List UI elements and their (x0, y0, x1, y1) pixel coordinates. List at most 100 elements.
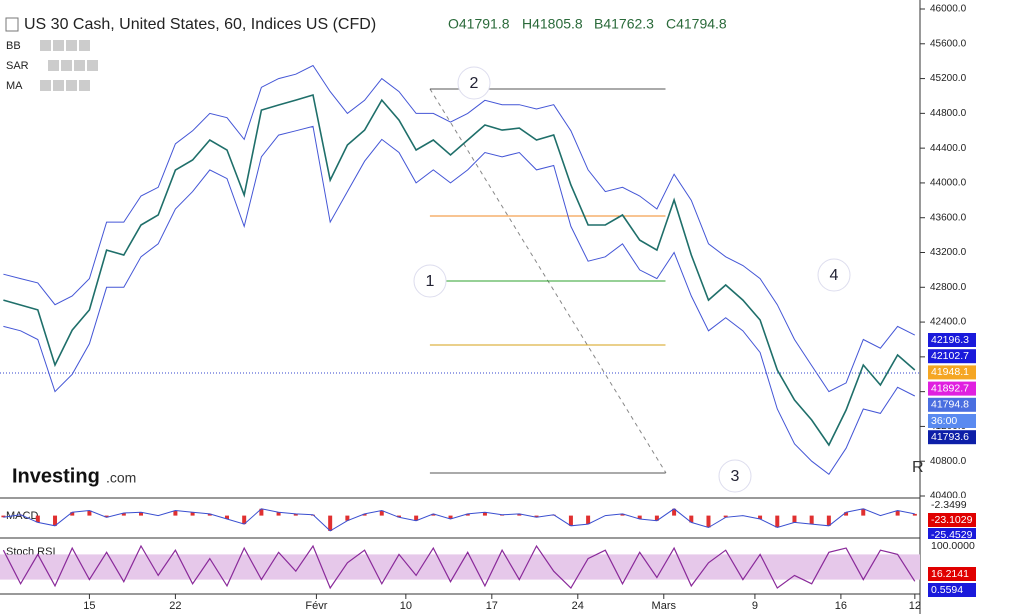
y-tick-label: 43200.0 (930, 247, 967, 258)
macd-bar (672, 508, 677, 516)
y-tick-label: 44400.0 (930, 143, 967, 154)
indicator-icon[interactable] (40, 40, 51, 51)
macd-bar (104, 515, 109, 518)
macd-bar (139, 512, 144, 516)
stoch-badge-label: 100.0000 (931, 540, 975, 552)
macd-bar (53, 515, 58, 526)
wave-label: 2 (470, 75, 479, 92)
wave-circle (718, 459, 752, 493)
indicator-icon[interactable] (79, 40, 90, 51)
stoch-badge (928, 583, 976, 597)
macd-bar (259, 508, 264, 516)
indicator-icon[interactable] (48, 60, 59, 71)
watermark-suffix: .com (106, 470, 136, 486)
indicator[interactable]: SAR (6, 60, 29, 72)
y-tick-label: 40800.0 (930, 456, 967, 467)
macd-bar (758, 515, 763, 519)
x-tick-label: 24 (572, 600, 584, 612)
price-badge-label: 41793.6 (931, 431, 969, 443)
macd-bar (586, 515, 591, 525)
macd-bar (895, 510, 900, 516)
ohlc-high: H41805.8 (522, 16, 583, 32)
indicator[interactable]: BB (6, 40, 21, 52)
macd-bar (379, 510, 384, 516)
macd-badge-label: -23.1029 (931, 514, 973, 526)
macd-bar (87, 510, 92, 516)
indicator-icon[interactable] (40, 80, 51, 91)
y-tick-label: 44000.0 (930, 178, 967, 189)
indicator-icon[interactable] (53, 80, 64, 91)
price-badge-label: 41794.8 (931, 399, 969, 411)
macd-bar (465, 513, 470, 516)
x-tick-label: Mars (652, 600, 677, 612)
macd-bar (362, 513, 367, 516)
ohlc-bid: B41762.3 (594, 16, 654, 32)
macd-bar (121, 513, 126, 516)
y-tick-label: 40400.0 (930, 491, 967, 502)
y-tick-label: 42800.0 (930, 282, 967, 293)
price-badge-label: 42196.3 (931, 334, 969, 346)
macd-bar (775, 515, 780, 528)
stoch-badge-label: 0.5594 (931, 584, 963, 596)
title: US 30 Cash, United States, 60, Indices U… (24, 16, 376, 33)
indicator-icon[interactable] (53, 40, 64, 51)
macd-bar (276, 512, 281, 516)
macd-bar (35, 515, 40, 523)
band-line (3, 64, 916, 393)
price-badge-label: 41892.7 (931, 382, 969, 394)
macd-bar (448, 515, 453, 519)
corner-letter: R (912, 459, 924, 476)
macd-bar (809, 515, 814, 525)
macd-bar (792, 515, 797, 523)
price-line (3, 93, 916, 447)
price-badge (928, 381, 976, 396)
macd-bar (706, 515, 711, 528)
price-badge (928, 333, 976, 347)
macd-bar (1, 515, 6, 518)
ohlc-open: O41791.8 (448, 16, 510, 32)
macd-bar (345, 515, 350, 521)
price-badge (928, 365, 976, 380)
macd-bar (414, 515, 419, 521)
price-badge (928, 397, 976, 412)
x-tick-label: 22 (169, 600, 181, 612)
stoch-badge-label: 16.2141 (931, 568, 969, 580)
macd-bar (70, 512, 75, 516)
macd-bar (534, 515, 539, 518)
price-badge-label: 42102.7 (931, 350, 969, 362)
wave-label: 3 (731, 468, 740, 485)
price-badge (928, 349, 976, 364)
macd-bar (224, 515, 229, 519)
macd-bar (517, 513, 522, 516)
macd-bar (723, 515, 728, 518)
wave-circle (413, 264, 447, 298)
indicator-icon[interactable] (61, 60, 72, 71)
x-tick-label: 12 (909, 600, 921, 612)
indicator-icon[interactable] (87, 60, 98, 71)
indicator-icon[interactable] (66, 40, 77, 51)
macd-bar (242, 515, 247, 525)
wave-circle (817, 258, 851, 292)
macd-bar (912, 513, 917, 516)
wave-label: 1 (426, 273, 435, 290)
x-tick-label: 15 (83, 600, 95, 612)
x-tick-label: 16 (835, 600, 847, 612)
macd-bar (826, 515, 831, 526)
indicator-icon[interactable] (74, 60, 85, 71)
y-tick-label: 46000.0 (930, 4, 967, 15)
indicator[interactable]: MA (6, 80, 23, 92)
stoch-badge (928, 567, 976, 581)
indicator-icon[interactable] (66, 80, 77, 91)
y-tick-label: 45200.0 (930, 73, 967, 84)
indicator-icon[interactable] (79, 80, 90, 91)
macd-badge (928, 528, 976, 542)
macd-bar (207, 513, 212, 516)
wave-circle (457, 66, 491, 100)
macd-bar (568, 515, 573, 526)
macd-bar (396, 515, 401, 518)
price-badge-label: 36:00 (931, 415, 957, 427)
collapse-icon[interactable] (5, 17, 19, 32)
macd-bar (637, 515, 642, 519)
macd-bar (328, 515, 333, 531)
stoch-band (0, 554, 920, 580)
